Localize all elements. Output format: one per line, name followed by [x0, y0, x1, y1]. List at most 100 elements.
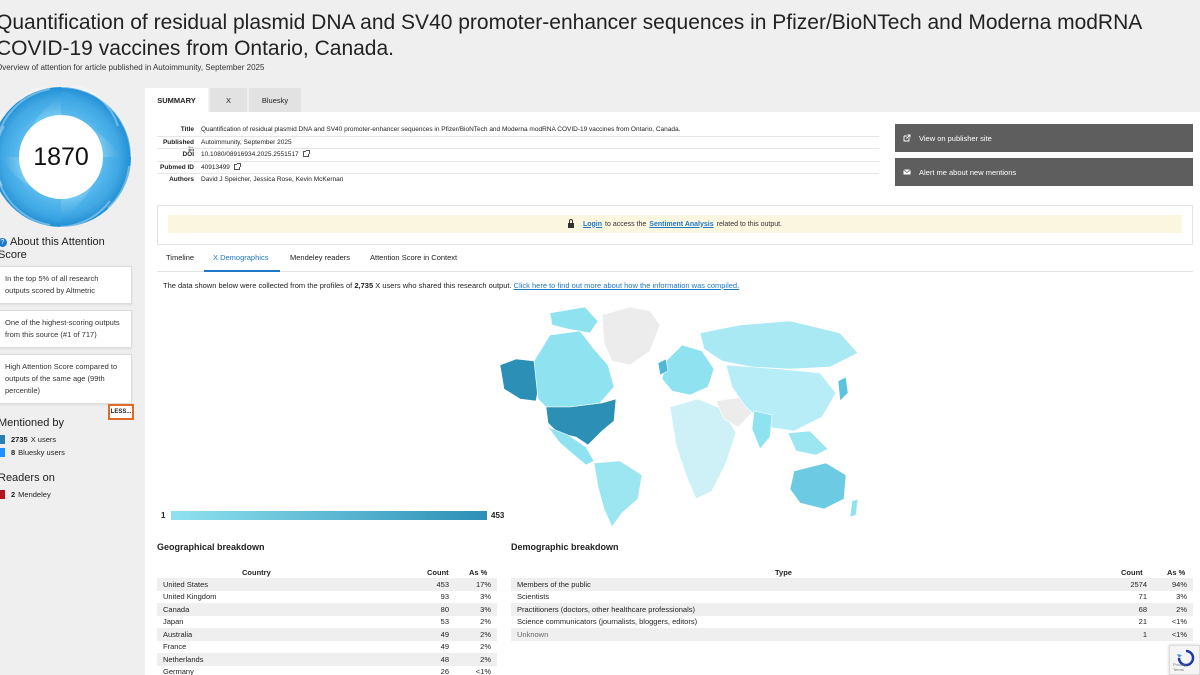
external-link-icon [903, 134, 911, 142]
external-link-icon[interactable] [302, 150, 310, 157]
mendeley-count: 2 [11, 490, 16, 499]
geo-country: Netherlands [163, 654, 204, 664]
meta-authors-label: Authors [169, 176, 194, 183]
table-row: Australia 49 2% [157, 628, 497, 641]
map-russia [699, 320, 859, 370]
map-india [751, 410, 773, 450]
subtab-mendeley-readers[interactable]: Mendeley readers [290, 253, 351, 262]
about-score-title: About this Attention Score [0, 236, 105, 261]
legend-gradient-bar [171, 511, 487, 520]
x-color-swatch [0, 435, 5, 444]
geo-header-pct: As % [469, 568, 488, 577]
meta-pubmed-label: Pubmed ID [160, 164, 194, 171]
page-title: Quantification of residual plasmid DNA a… [0, 11, 1142, 60]
mendeley-label: Mendeley [18, 490, 51, 499]
demo-count: 71 [1138, 592, 1147, 602]
geo-header-count: Count [427, 568, 449, 577]
meta-divider [157, 173, 879, 174]
meta-authors-row: Authors David J Speicher, Jessica Rose, … [157, 176, 877, 183]
map-asia [725, 364, 837, 432]
attention-score-value: 1870 [33, 142, 89, 171]
map-new-zealand [849, 498, 859, 518]
demo-type: Unknown [517, 629, 549, 639]
info-compiled-link[interactable]: Click here to find out more about how th… [513, 281, 740, 290]
recaptcha-text[interactable]: Privacy - Terms [1173, 662, 1189, 672]
meta-title-value: Quantification of residual plasmid DNA a… [201, 126, 681, 133]
geo-pct: 3% [480, 592, 491, 602]
mentioned-by-heading: Mentioned by [0, 417, 65, 429]
tab-summary[interactable]: SUMMARY [145, 88, 208, 112]
reader-mendeley[interactable]: 2 Mendeley [0, 490, 51, 499]
demo-header-type: Type [775, 568, 792, 577]
subtab-timeline[interactable]: Timeline [166, 253, 195, 262]
data-note: The data shown below were collected from… [163, 281, 739, 290]
view-publisher-button[interactable]: View on publisher site [895, 124, 1193, 152]
lock-icon [567, 218, 574, 228]
demo-header-count: Count [1121, 568, 1143, 577]
geo-count: 48 [440, 654, 449, 664]
map-canada-arctic [549, 306, 599, 334]
demo-count: 68 [1138, 604, 1147, 614]
table-row: France 49 2% [157, 641, 497, 654]
score-card-age: High Attention Score compared to outputs… [0, 354, 132, 404]
world-map[interactable] [490, 303, 865, 528]
donut-graphic [0, 83, 132, 228]
map-greenland [601, 306, 661, 366]
meta-published-value: Autoimmunity, September 2025 [201, 139, 292, 146]
map-japan [837, 376, 849, 402]
geo-count: 93 [440, 592, 449, 602]
demo-table: Type Count As % Members of the public 257… [511, 566, 1193, 646]
tab-x[interactable]: X [210, 88, 247, 112]
attention-score-donut: 1870 [0, 83, 132, 228]
tab-bluesky[interactable]: Bluesky [249, 88, 301, 112]
meta-authors-value: David J Speicher, Jessica Rose, Kevin Mc… [201, 176, 344, 183]
geo-country: Germany [163, 667, 194, 675]
table-row: Practitioners (doctors, other healthcare… [511, 603, 1193, 616]
table-row: United Kingdom 93 3% [157, 591, 497, 604]
table-row: United States 453 17% [157, 578, 497, 591]
geo-pct: 2% [480, 642, 491, 652]
demo-type: Science communicators (journalists, blog… [517, 617, 698, 627]
meta-doi-value[interactable]: 10.1080/08916934.2025.2551517 [201, 151, 299, 158]
geo-count: 80 [440, 604, 449, 614]
meta-pubmed-value[interactable]: 40913499 [201, 164, 230, 171]
active-subtab-indicator [204, 270, 280, 272]
recaptcha-badge[interactable]: Privacy - Terms [1169, 645, 1200, 675]
geo-count: 26 [440, 667, 449, 675]
map-uk [657, 358, 669, 376]
geo-country: France [163, 642, 187, 652]
geo-country: Japan [163, 617, 184, 627]
mention-x-users[interactable]: 2735 X users [0, 435, 56, 444]
external-link-icon[interactable] [233, 163, 241, 170]
geo-count: 49 [440, 629, 449, 639]
table-row: Netherlands 48 2% [157, 653, 497, 666]
data-note-count: 2,735 [354, 281, 374, 290]
data-note-middle: X users who shared this research output. [375, 281, 512, 290]
map-africa [669, 398, 737, 500]
sentiment-analysis-link[interactable]: Sentiment Analysis [649, 220, 714, 228]
bluesky-color-swatch [0, 448, 5, 457]
table-row: Germany 26 <1% [157, 666, 497, 675]
subtab-attention-context[interactable]: Attention Score in Context [370, 253, 458, 262]
map-south-america [593, 460, 643, 528]
table-row: Japan 53 2% [157, 616, 497, 629]
sentiment-text-2: related to this output. [716, 220, 783, 228]
geo-country: Canada [163, 604, 190, 614]
recaptcha-icon [1177, 649, 1195, 667]
meta-divider [157, 161, 879, 162]
meta-divider [157, 136, 879, 137]
login-link[interactable]: Login [582, 220, 603, 228]
meta-doi-label: DOI [182, 151, 194, 158]
subtab-x-demographics[interactable]: X Demographics [213, 253, 269, 262]
meta-published-label: Published in [162, 139, 194, 153]
less-button[interactable]: LESS... [108, 404, 134, 420]
meta-pubmed-row: Pubmed ID 40913499 [157, 163, 877, 171]
alert-mentions-button[interactable]: Alert me about new mentions [895, 158, 1193, 186]
mention-bluesky-users[interactable]: 8 Bluesky users [0, 448, 65, 457]
demo-type: Members of the public [517, 579, 591, 589]
readers-on-heading: Readers on [0, 472, 55, 484]
geo-table: Country Count As % United States 453 17% Un… [157, 566, 497, 675]
about-score-heading[interactable]: ? About this Attention Score [0, 236, 118, 262]
map-alaska [499, 358, 541, 402]
sentiment-box [157, 205, 1193, 245]
